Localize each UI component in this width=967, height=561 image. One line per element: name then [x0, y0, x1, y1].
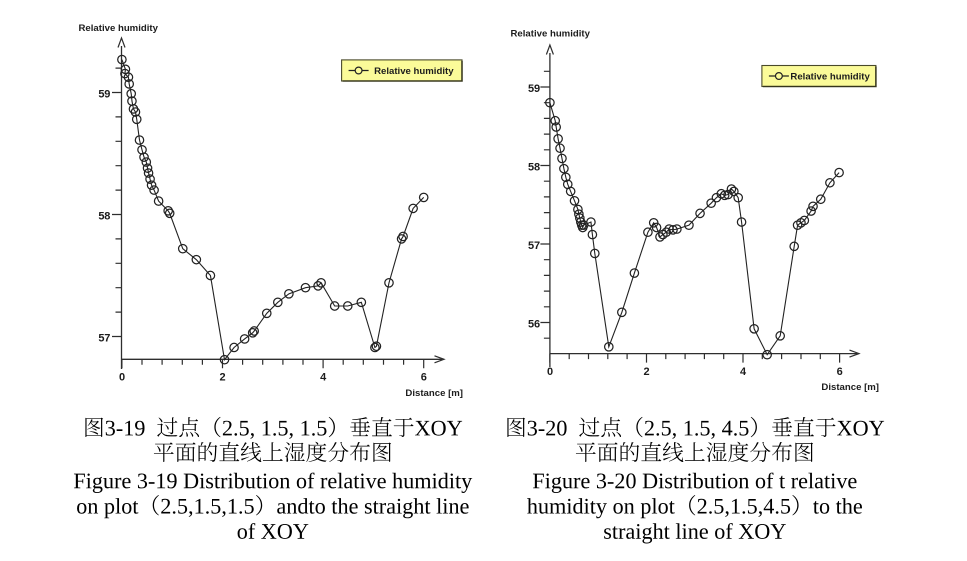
svg-text:Distance [m]: Distance [m] — [821, 382, 879, 393]
svg-text:6: 6 — [837, 366, 843, 378]
svg-text:58: 58 — [528, 161, 540, 173]
svg-text:Relative humidity: Relative humidity — [511, 28, 591, 39]
svg-text:59: 59 — [528, 83, 540, 95]
svg-text:58: 58 — [98, 210, 110, 222]
svg-text:57: 57 — [98, 332, 110, 344]
svg-text:56: 56 — [528, 318, 540, 330]
svg-text:0: 0 — [119, 372, 125, 384]
svg-text:2: 2 — [220, 372, 226, 384]
svg-text:Distance [m]: Distance [m] — [405, 388, 463, 399]
svg-text:4: 4 — [320, 372, 327, 384]
svg-text:57: 57 — [528, 240, 540, 252]
svg-text:Relative humidity: Relative humidity — [790, 72, 870, 83]
svg-text:Relative humidity: Relative humidity — [79, 23, 159, 34]
svg-text:Relative humidity: Relative humidity — [374, 66, 454, 77]
svg-text:59: 59 — [98, 88, 110, 100]
svg-text:4: 4 — [740, 366, 747, 378]
svg-text:6: 6 — [421, 372, 427, 384]
svg-text:2: 2 — [644, 366, 650, 378]
svg-text:0: 0 — [547, 366, 553, 378]
